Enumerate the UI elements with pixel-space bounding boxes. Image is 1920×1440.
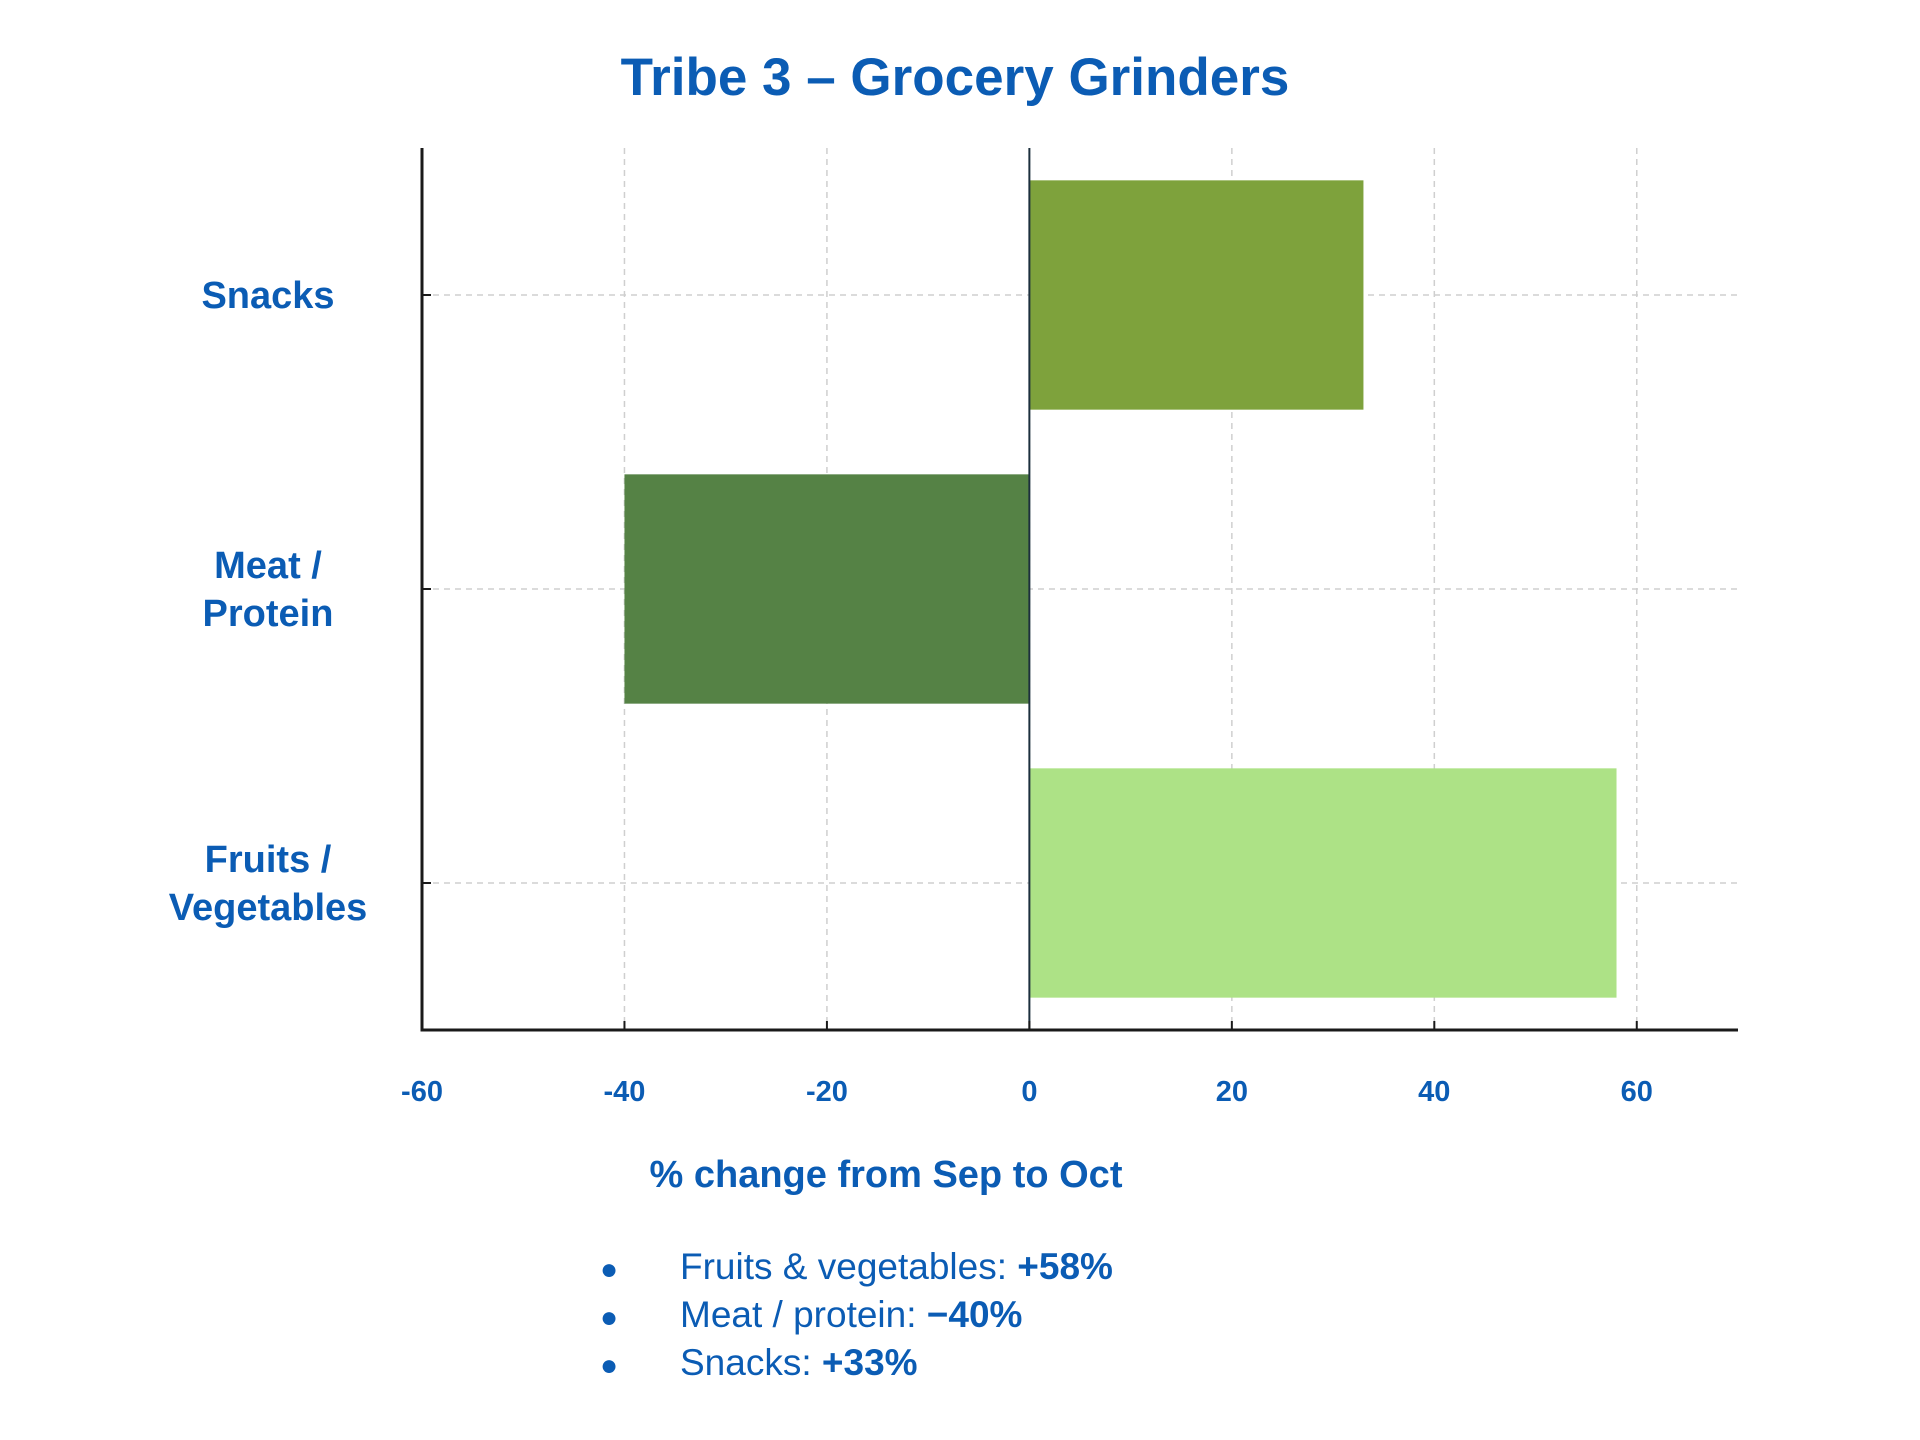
summary-list: ● Fruits & vegetables: +58% ● Meat / prote…: [600, 1243, 1113, 1387]
x-tick-label: 40: [1418, 1076, 1450, 1108]
x-tick-label: -20: [806, 1076, 848, 1108]
summary-value: −40%: [926, 1294, 1023, 1335]
x-tick-label: -40: [604, 1076, 646, 1108]
bar: [1029, 180, 1364, 410]
summary-value: +58%: [1017, 1246, 1113, 1287]
summary-value: +33%: [821, 1342, 918, 1383]
summary-item-snacks: ● Snacks: +33%: [600, 1339, 1113, 1387]
bullet-icon: ●: [600, 1349, 619, 1382]
category-label: Meat / Protein: [203, 545, 334, 635]
axes: [420, 148, 1738, 1032]
summary-item-meat-protein: ● Meat / protein: −40%: [600, 1291, 1113, 1339]
x-tick-label: 60: [1621, 1076, 1653, 1108]
summary-label: Meat / protein:: [680, 1294, 927, 1335]
chart-title: Tribe 3 – Grocery Grinders: [621, 48, 1290, 107]
bars: [624, 180, 1617, 998]
category-label: Fruits / Vegetables: [169, 839, 368, 929]
bar: [624, 474, 1030, 704]
bar: [1029, 768, 1617, 998]
x-tick-label: -60: [401, 1076, 443, 1108]
summary-label: Snacks:: [680, 1342, 822, 1383]
summary-item-fruits-vegetables: ● Fruits & vegetables: +58%: [600, 1243, 1113, 1291]
x-tick-label: 0: [1021, 1076, 1037, 1108]
bullet-icon: ●: [600, 1301, 619, 1334]
bullet-icon: ●: [600, 1253, 619, 1286]
x-tick-label: 20: [1216, 1076, 1248, 1108]
x-tick-labels: -60 -40 -20 0 20 40 60: [401, 1076, 1653, 1108]
summary-label: Fruits & vegetables:: [680, 1246, 1018, 1287]
x-axis-title: % change from Sep to Oct: [650, 1154, 1123, 1196]
category-label: Snacks: [201, 275, 334, 317]
category-labels: Snacks Meat / Protein Fruits / Vegetables: [169, 275, 368, 929]
